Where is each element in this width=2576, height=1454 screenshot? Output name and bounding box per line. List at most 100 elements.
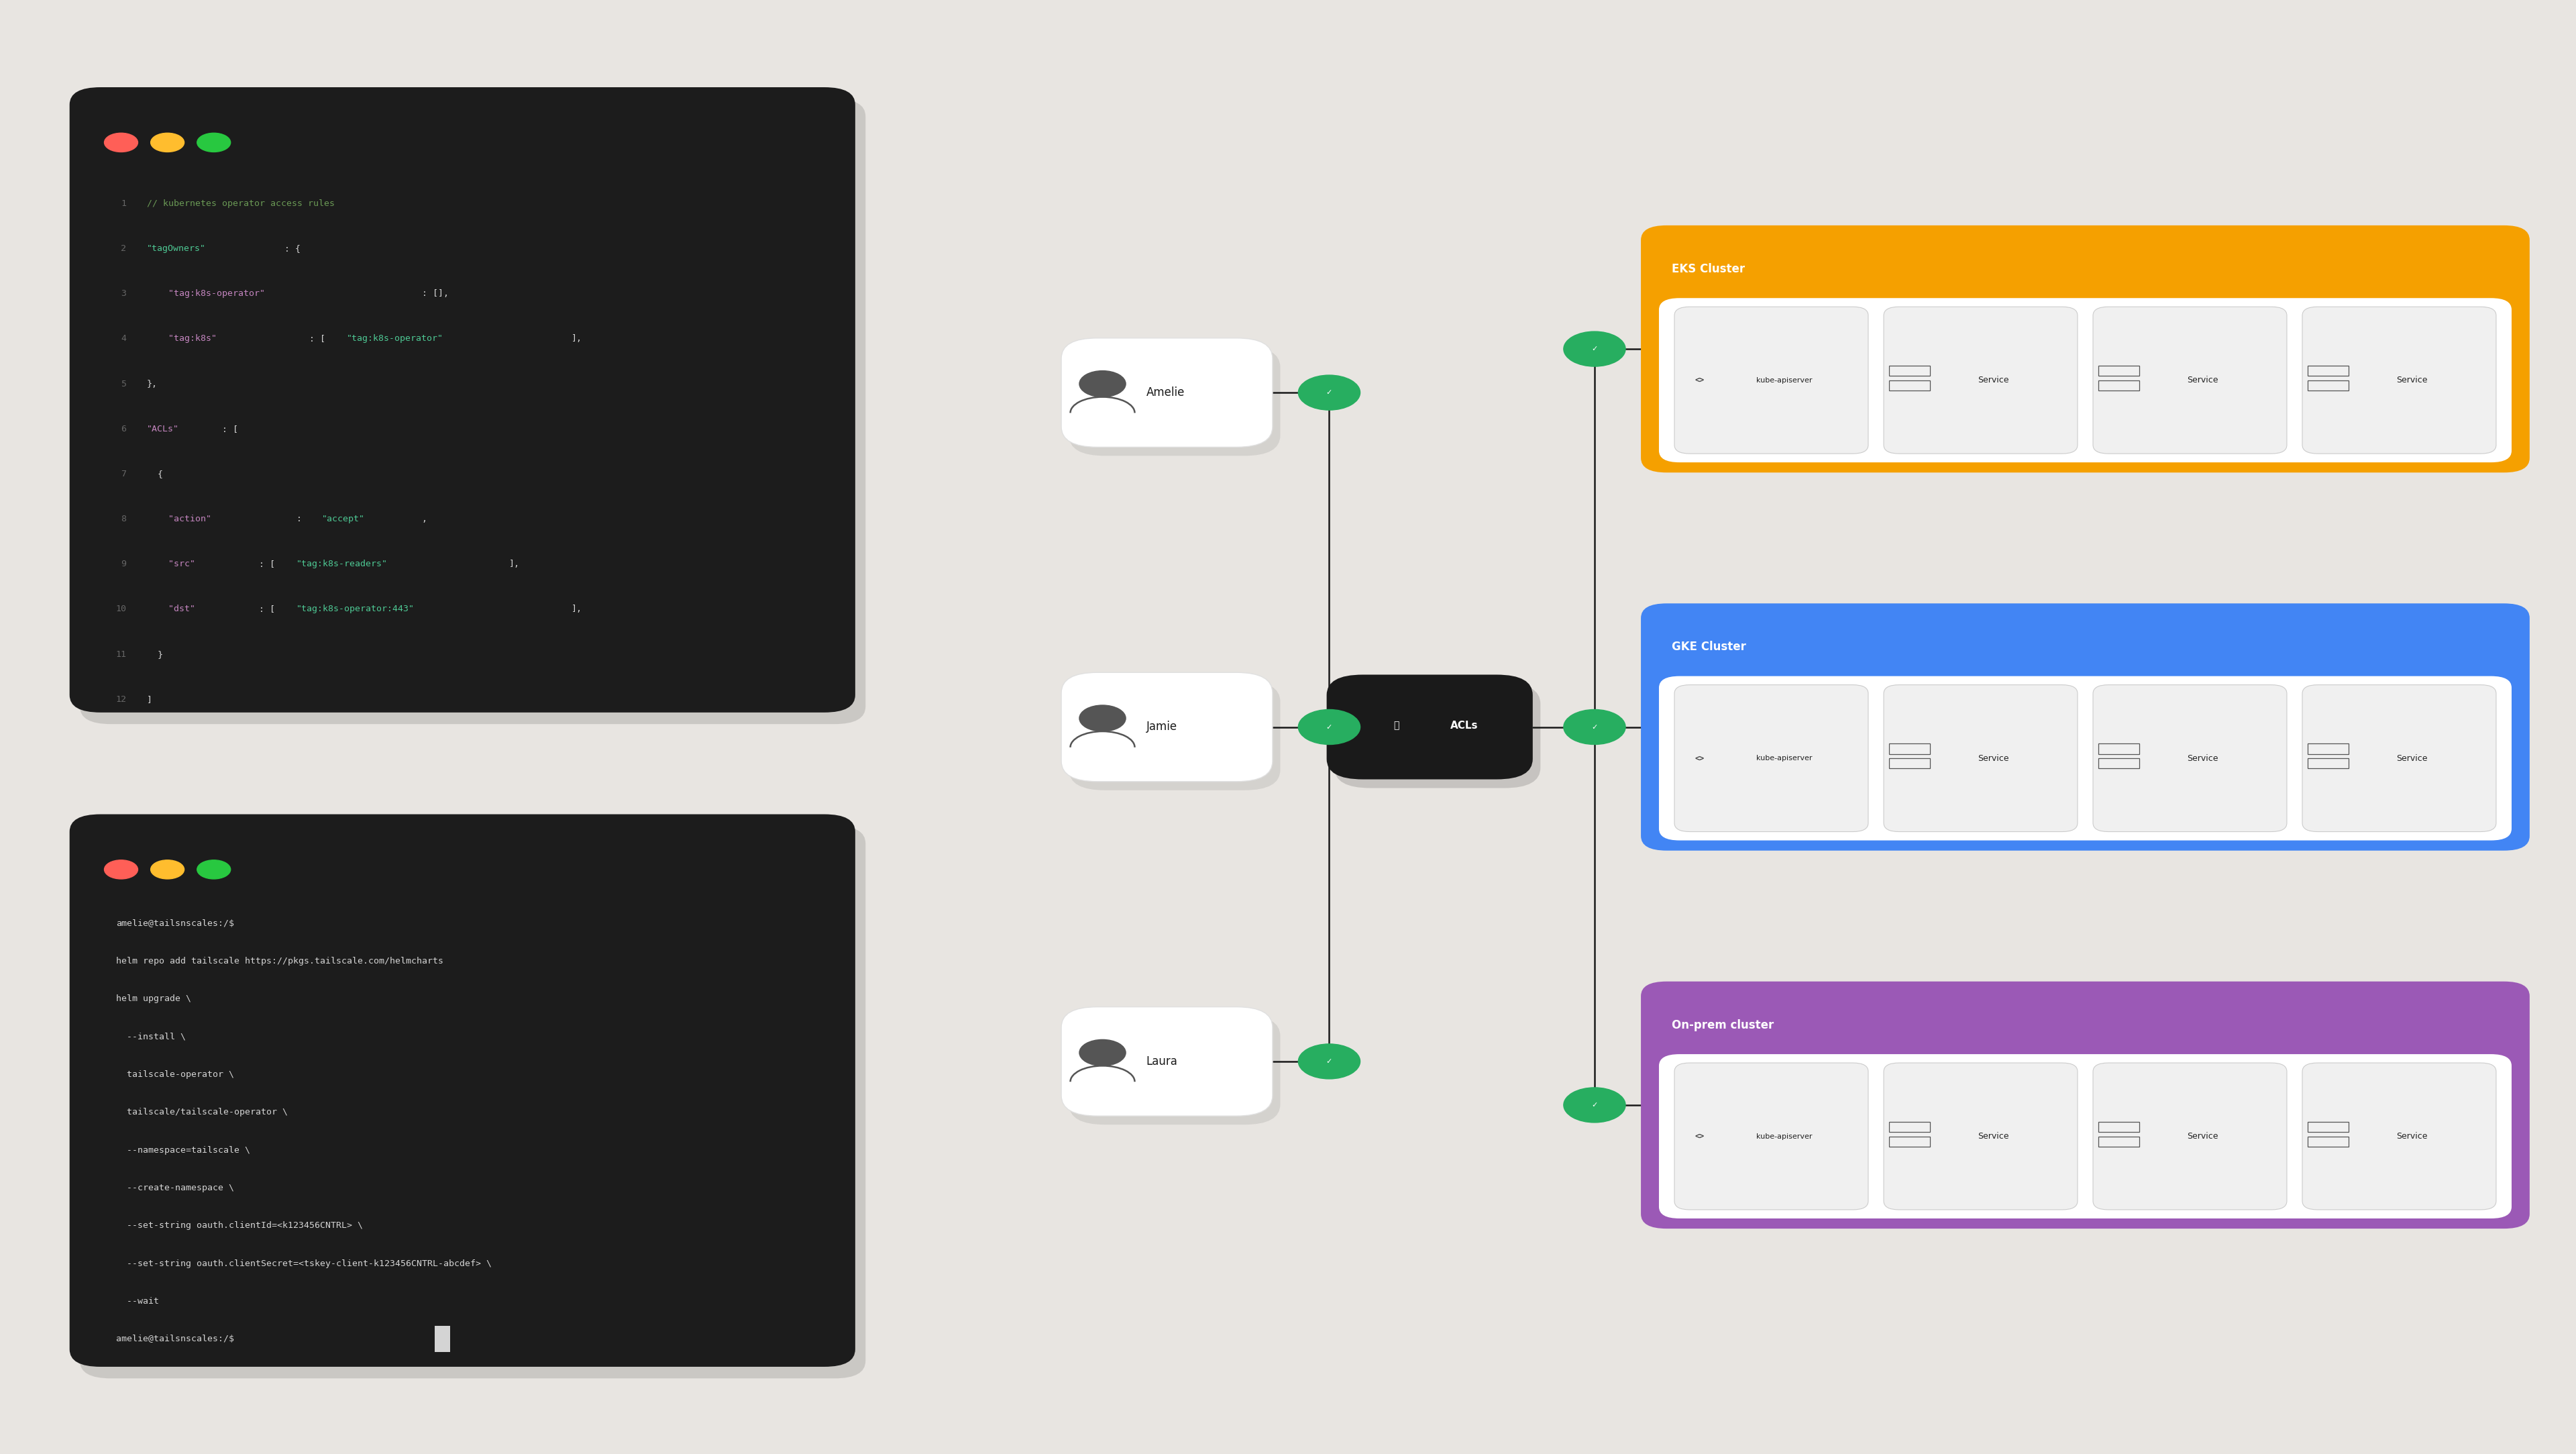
FancyBboxPatch shape [80, 99, 866, 724]
FancyBboxPatch shape [1069, 1015, 1280, 1125]
Text: ✓: ✓ [1327, 1059, 1332, 1064]
FancyBboxPatch shape [80, 826, 866, 1378]
Text: 1: 1 [121, 199, 126, 208]
Text: ]: ] [147, 695, 152, 704]
Text: Service: Service [2396, 1133, 2427, 1140]
Text: "tagOwners": "tagOwners" [147, 244, 206, 253]
Circle shape [103, 134, 139, 153]
FancyBboxPatch shape [1061, 1006, 1273, 1117]
Circle shape [103, 859, 139, 878]
FancyBboxPatch shape [1883, 685, 2076, 832]
FancyBboxPatch shape [2303, 1063, 2496, 1210]
Text: ✓: ✓ [1327, 724, 1332, 730]
FancyBboxPatch shape [1641, 603, 2530, 851]
Text: Amelie: Amelie [1146, 387, 1185, 398]
Text: ✓: ✓ [1592, 1102, 1597, 1108]
Text: On-prem cluster: On-prem cluster [1672, 1019, 1775, 1031]
FancyBboxPatch shape [1061, 339, 1273, 448]
Text: kube-apiserver: kube-apiserver [1757, 377, 1811, 384]
FancyBboxPatch shape [2303, 307, 2496, 454]
Text: kube-apiserver: kube-apiserver [1757, 755, 1811, 762]
Circle shape [149, 859, 185, 878]
FancyBboxPatch shape [70, 814, 855, 1367]
Circle shape [1298, 1044, 1360, 1079]
FancyBboxPatch shape [1641, 981, 2530, 1229]
FancyBboxPatch shape [1659, 1054, 2512, 1218]
FancyBboxPatch shape [1641, 225, 2530, 473]
Text: ],: ], [572, 334, 582, 343]
FancyBboxPatch shape [1659, 298, 2512, 462]
Text: Service: Service [2187, 377, 2218, 384]
Text: {: { [147, 470, 162, 478]
Text: --namespace=tailscale \: --namespace=tailscale \ [116, 1146, 250, 1154]
Text: Laura: Laura [1146, 1056, 1177, 1067]
Text: 11: 11 [116, 650, 126, 659]
Text: : [: : [ [260, 605, 276, 614]
Text: kube-apiserver: kube-apiserver [1757, 1133, 1811, 1140]
FancyBboxPatch shape [1883, 307, 2076, 454]
Text: EKS Cluster: EKS Cluster [1672, 263, 1744, 275]
Circle shape [198, 859, 232, 878]
Text: "tag:k8s-readers": "tag:k8s-readers" [296, 560, 389, 569]
Text: Service: Service [2396, 755, 2427, 762]
FancyBboxPatch shape [1061, 672, 1273, 782]
FancyBboxPatch shape [1327, 675, 1533, 779]
Text: amelie@tailsnscales:/$: amelie@tailsnscales:/$ [116, 1335, 240, 1343]
FancyBboxPatch shape [2092, 685, 2287, 832]
FancyBboxPatch shape [2092, 307, 2287, 454]
Text: 12: 12 [116, 695, 126, 704]
Circle shape [1079, 705, 1126, 731]
Text: ],: ], [572, 605, 582, 614]
FancyBboxPatch shape [2303, 685, 2496, 832]
Text: "dst": "dst" [147, 605, 196, 614]
Circle shape [1564, 1088, 1625, 1122]
FancyBboxPatch shape [1674, 685, 1868, 832]
Text: --set-string oauth.clientId=<k123456CNTRL> \: --set-string oauth.clientId=<k123456CNTR… [116, 1221, 363, 1230]
Circle shape [149, 134, 185, 153]
Text: : [: : [ [222, 425, 237, 433]
Text: ,: , [422, 515, 428, 523]
Text: ACLs: ACLs [1450, 721, 1479, 730]
Text: }: } [147, 650, 162, 659]
Text: amelie@tailsnscales:/$: amelie@tailsnscales:/$ [116, 919, 234, 928]
Text: 6: 6 [121, 425, 126, 433]
Text: ],: ], [510, 560, 520, 569]
Text: --create-namespace \: --create-namespace \ [116, 1184, 234, 1192]
FancyBboxPatch shape [1069, 680, 1280, 791]
Text: 2: 2 [121, 244, 126, 253]
Text: "ACLs": "ACLs" [147, 425, 178, 433]
Text: 9: 9 [121, 560, 126, 569]
Text: },: }, [147, 379, 157, 388]
Circle shape [198, 134, 232, 153]
FancyBboxPatch shape [1674, 307, 1868, 454]
Text: // kubernetes operator access rules: // kubernetes operator access rules [147, 199, 335, 208]
Text: Service: Service [1978, 377, 2009, 384]
Text: ✓: ✓ [1327, 390, 1332, 395]
Text: : [: : [ [260, 560, 276, 569]
Text: "tag:k8s-operator": "tag:k8s-operator" [348, 334, 443, 343]
Text: "accept": "accept" [322, 515, 366, 523]
Text: "src": "src" [147, 560, 196, 569]
Text: ✓: ✓ [1592, 346, 1597, 352]
Text: ✓: ✓ [1592, 724, 1597, 730]
Circle shape [1079, 371, 1126, 397]
FancyBboxPatch shape [1334, 683, 1540, 788]
Text: Service: Service [2187, 1133, 2218, 1140]
Text: 7: 7 [121, 470, 126, 478]
Text: 4: 4 [121, 334, 126, 343]
Text: Service: Service [1978, 1133, 2009, 1140]
FancyBboxPatch shape [1659, 676, 2512, 840]
Circle shape [1564, 710, 1625, 744]
Text: : [: : [ [309, 334, 325, 343]
FancyBboxPatch shape [70, 87, 855, 712]
Text: :: : [296, 515, 307, 523]
FancyBboxPatch shape [2092, 1063, 2287, 1210]
Text: <>: <> [1695, 377, 1705, 384]
Text: 🔒: 🔒 [1394, 721, 1399, 730]
Text: "tag:k8s-operator": "tag:k8s-operator" [147, 289, 265, 298]
Text: GKE Cluster: GKE Cluster [1672, 641, 1747, 653]
Text: 8: 8 [121, 515, 126, 523]
Circle shape [1298, 375, 1360, 410]
Text: : [],: : [], [422, 289, 448, 298]
Text: Jamie: Jamie [1146, 721, 1177, 733]
